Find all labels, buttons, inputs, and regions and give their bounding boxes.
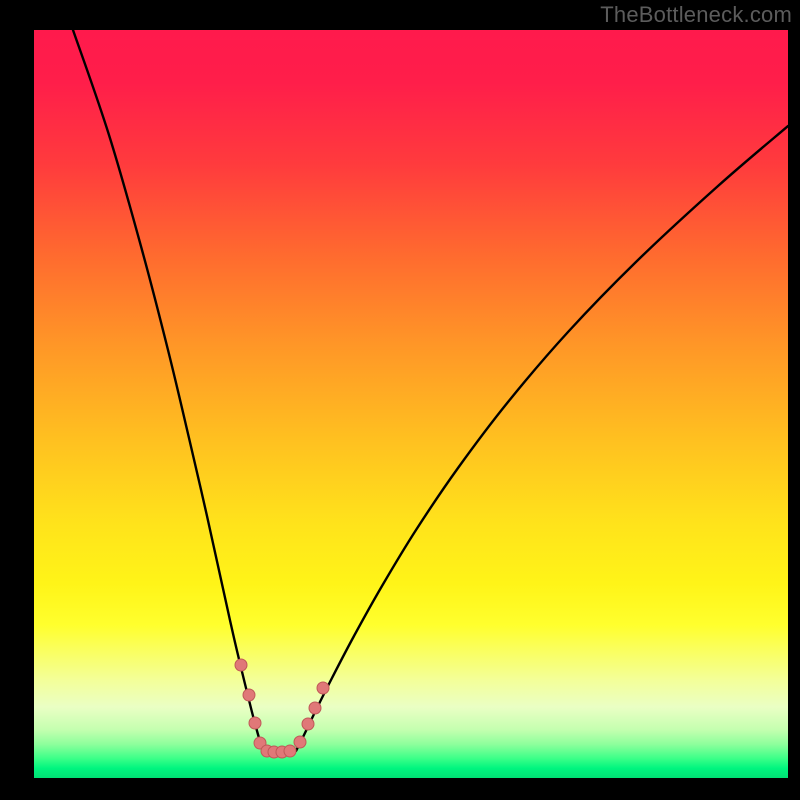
gradient-background <box>34 30 788 778</box>
plot-area <box>34 30 788 778</box>
watermark-text: TheBottleneck.com <box>600 2 792 28</box>
chart-root: TheBottleneck.com <box>0 0 800 800</box>
